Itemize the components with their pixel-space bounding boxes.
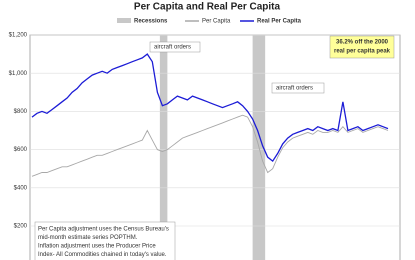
legend-label: Real Per Capita bbox=[257, 19, 302, 25]
legend-label: Recessions bbox=[134, 19, 168, 25]
annotation-box bbox=[271, 82, 325, 94]
y-tick-label: $1,000 bbox=[9, 71, 28, 77]
series-line bbox=[31, 53, 389, 163]
y-tick-label: $600 bbox=[14, 147, 28, 153]
chart-title: Per Capita and Real Per Capita bbox=[134, 2, 281, 13]
callout-box bbox=[329, 35, 395, 59]
note-text: mid-month estimate series POPTHM. bbox=[38, 235, 138, 241]
annotation: aircraft orders bbox=[154, 45, 191, 51]
annotation-box bbox=[149, 41, 201, 53]
note-box bbox=[34, 221, 176, 260]
y-tick-label: $1,200 bbox=[9, 33, 28, 39]
series-line bbox=[31, 114, 389, 177]
legend-label: Per Capita bbox=[202, 19, 231, 25]
y-tick-label: $800 bbox=[14, 109, 28, 115]
note-text: Inflation adjustment uses the Producer P… bbox=[38, 244, 156, 250]
recession-band bbox=[159, 35, 168, 260]
y-tick-label: $200 bbox=[14, 224, 28, 230]
note-text: Per Capita adjustment uses the Census Bu… bbox=[38, 227, 169, 233]
callout-text: real per capita peak bbox=[334, 49, 391, 55]
annotation: aircraft orders bbox=[276, 86, 313, 92]
y-tick-label: $400 bbox=[14, 185, 28, 191]
legend-swatch bbox=[117, 18, 131, 23]
callout-text: 36.2% off the 2000 bbox=[336, 40, 389, 46]
note-text: Index- All Commodities chained in today'… bbox=[38, 252, 167, 258]
